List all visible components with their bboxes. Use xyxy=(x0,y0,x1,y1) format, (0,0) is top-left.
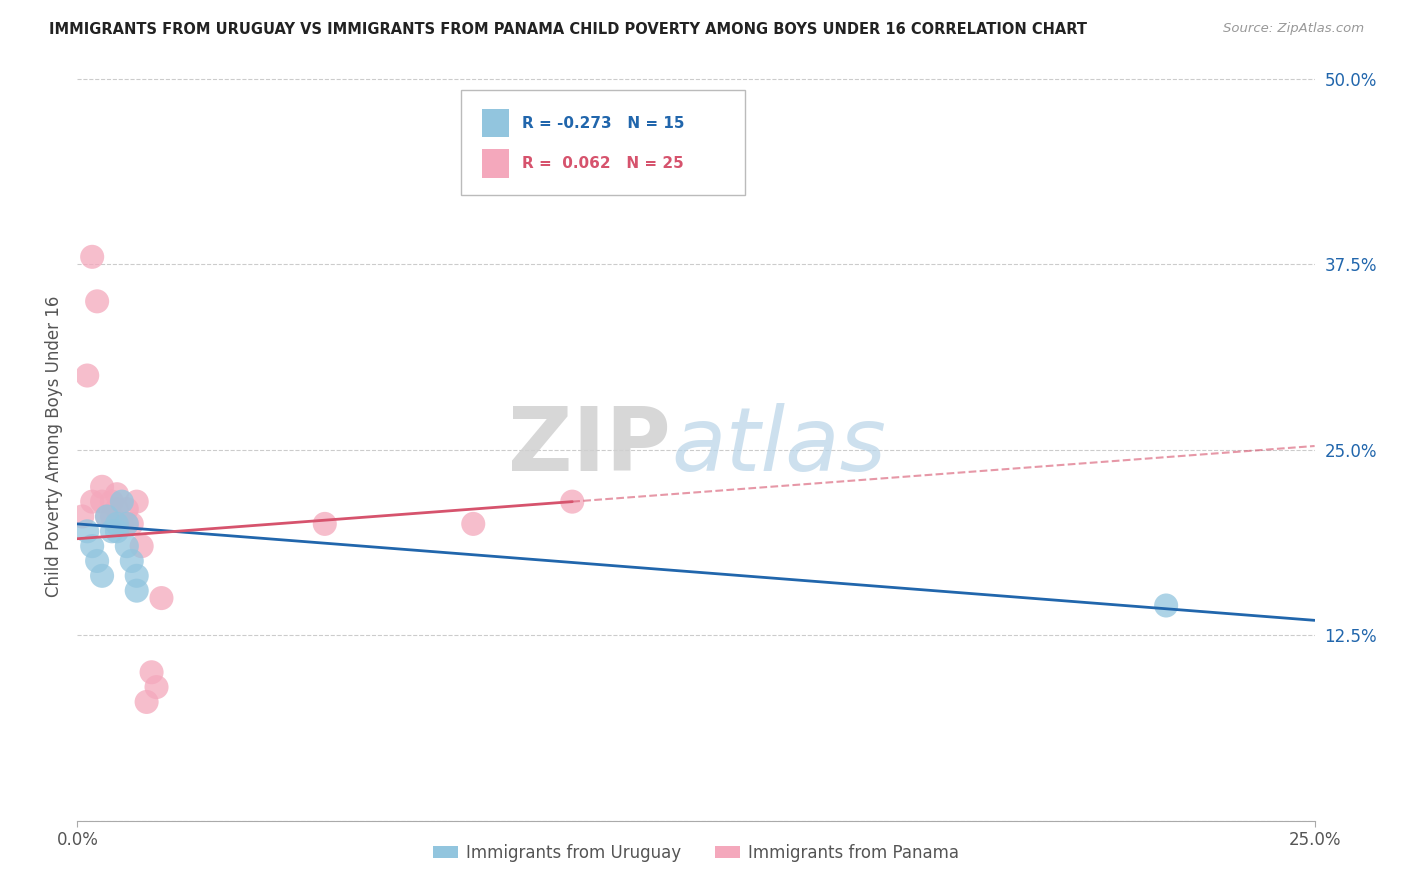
Point xyxy=(111,516,134,531)
Point xyxy=(141,665,163,680)
Text: IMMIGRANTS FROM URUGUAY VS IMMIGRANTS FROM PANAMA CHILD POVERTY AMONG BOYS UNDER: IMMIGRANTS FROM URUGUAY VS IMMIGRANTS FR… xyxy=(49,22,1087,37)
Point xyxy=(91,494,114,508)
Point xyxy=(105,516,128,531)
Point xyxy=(135,695,157,709)
Point xyxy=(125,583,148,598)
Point xyxy=(105,524,128,539)
Point xyxy=(86,554,108,568)
Point xyxy=(121,554,143,568)
Point xyxy=(115,502,138,516)
Bar xyxy=(482,149,509,178)
Text: ZIP: ZIP xyxy=(509,402,671,490)
Point xyxy=(76,368,98,383)
Point xyxy=(115,539,138,553)
Point xyxy=(91,569,114,583)
FancyBboxPatch shape xyxy=(461,90,745,195)
Point xyxy=(115,516,138,531)
Text: Source: ZipAtlas.com: Source: ZipAtlas.com xyxy=(1223,22,1364,36)
Y-axis label: Child Poverty Among Boys Under 16: Child Poverty Among Boys Under 16 xyxy=(45,295,63,597)
Point xyxy=(76,524,98,539)
Legend: Immigrants from Uruguay, Immigrants from Panama: Immigrants from Uruguay, Immigrants from… xyxy=(426,838,966,869)
Point xyxy=(1154,599,1177,613)
Point xyxy=(463,516,485,531)
Point xyxy=(121,516,143,531)
Point xyxy=(82,250,104,264)
Text: atlas: atlas xyxy=(671,403,886,489)
Point xyxy=(72,509,94,524)
Point xyxy=(86,294,108,309)
Point xyxy=(115,516,138,531)
Point xyxy=(125,569,148,583)
Point xyxy=(150,591,173,605)
Point xyxy=(105,502,128,516)
Point xyxy=(82,494,104,508)
Point xyxy=(145,680,167,694)
Point xyxy=(101,509,124,524)
Text: R =  0.062   N = 25: R = 0.062 N = 25 xyxy=(522,156,683,171)
Point xyxy=(82,539,104,553)
Text: R = -0.273   N = 15: R = -0.273 N = 15 xyxy=(522,116,683,130)
Point xyxy=(96,509,118,524)
Point xyxy=(125,494,148,508)
Point xyxy=(96,509,118,524)
Point xyxy=(111,494,134,508)
Point xyxy=(91,480,114,494)
Point xyxy=(105,487,128,501)
Point xyxy=(131,539,153,553)
Bar xyxy=(482,109,509,137)
Point xyxy=(314,516,336,531)
Point xyxy=(101,524,124,539)
Point xyxy=(561,494,583,508)
Point xyxy=(101,494,124,508)
